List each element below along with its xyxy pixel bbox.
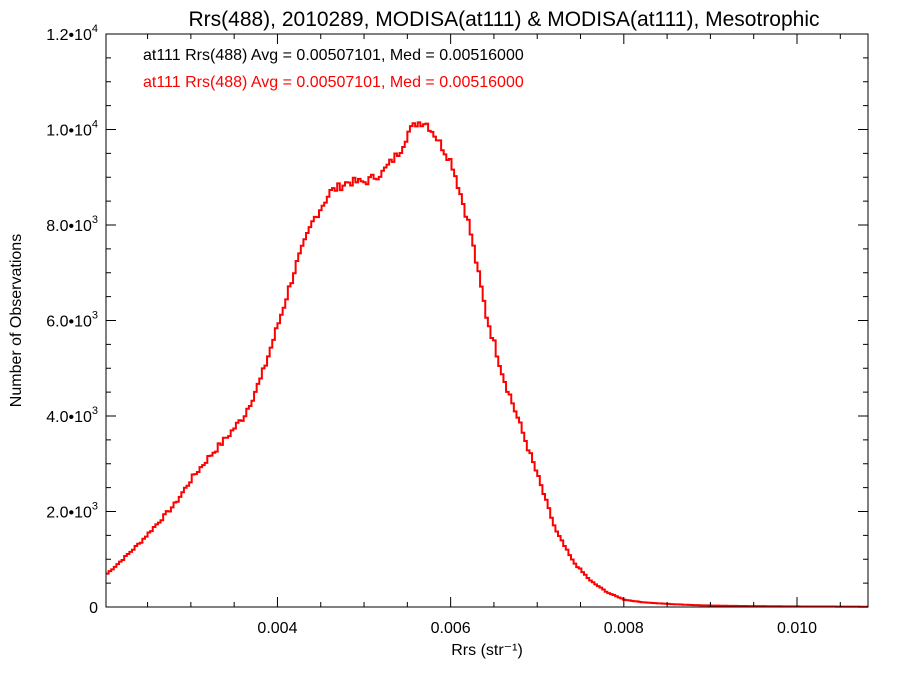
y-tick-label: 2.0•103 bbox=[46, 501, 98, 522]
y-tick-label: 8.0•103 bbox=[46, 214, 98, 235]
x-tick-label: 0.008 bbox=[604, 620, 644, 637]
y-tick-exponent: 3 bbox=[92, 501, 98, 513]
y-tick-label: 0 bbox=[89, 600, 98, 617]
series-layer bbox=[106, 121, 869, 608]
y-axis-label: Number of Observations bbox=[8, 234, 25, 407]
histogram-series-line bbox=[106, 121, 869, 608]
y-tick-label: 6.0•103 bbox=[46, 310, 98, 331]
y-axis: 02.0•1034.0•1036.0•1038.0•1031.0•1041.2•… bbox=[46, 23, 868, 617]
annotation-text: at111 Rrs(488) Avg = 0.00507101, Med = 0… bbox=[143, 47, 524, 64]
y-tick-mantissa: 1.0•10 bbox=[46, 123, 92, 140]
annotation-group: at111 Rrs(488) Avg = 0.00507101, Med = 0… bbox=[143, 47, 524, 91]
y-tick-mantissa: 0 bbox=[89, 600, 98, 617]
x-axis-label: Rrs (str⁻¹) bbox=[451, 642, 523, 659]
y-tick-exponent: 3 bbox=[92, 310, 98, 322]
y-tick-mantissa: 4.0•10 bbox=[46, 409, 92, 426]
x-axis: 0.004 0.006 0.008 0.010 bbox=[147, 34, 841, 637]
y-tick-exponent: 3 bbox=[92, 405, 98, 417]
y-tick-label: 1.2•104 bbox=[46, 23, 98, 44]
chart-title: Rrs(488), 2010289, MODISA(at111) & MODIS… bbox=[188, 8, 819, 31]
y-tick-mantissa: 2.0•10 bbox=[46, 505, 92, 522]
x-tick-label: 0.010 bbox=[777, 620, 817, 637]
x-tick-label: 0.004 bbox=[257, 620, 297, 637]
y-tick-exponent: 3 bbox=[92, 214, 98, 226]
y-tick-mantissa: 6.0•10 bbox=[46, 314, 92, 331]
annotation-text: at111 Rrs(488) Avg = 0.00507101, Med = 0… bbox=[143, 74, 524, 91]
y-tick-exponent: 4 bbox=[92, 119, 98, 131]
y-tick-mantissa: 1.2•10 bbox=[46, 27, 92, 44]
y-tick-label: 1.0•104 bbox=[46, 119, 98, 140]
y-tick-exponent: 4 bbox=[92, 23, 98, 35]
y-tick-label: 4.0•103 bbox=[46, 405, 98, 426]
y-tick-mantissa: 8.0•10 bbox=[46, 218, 92, 235]
x-tick-label: 0.006 bbox=[431, 620, 471, 637]
